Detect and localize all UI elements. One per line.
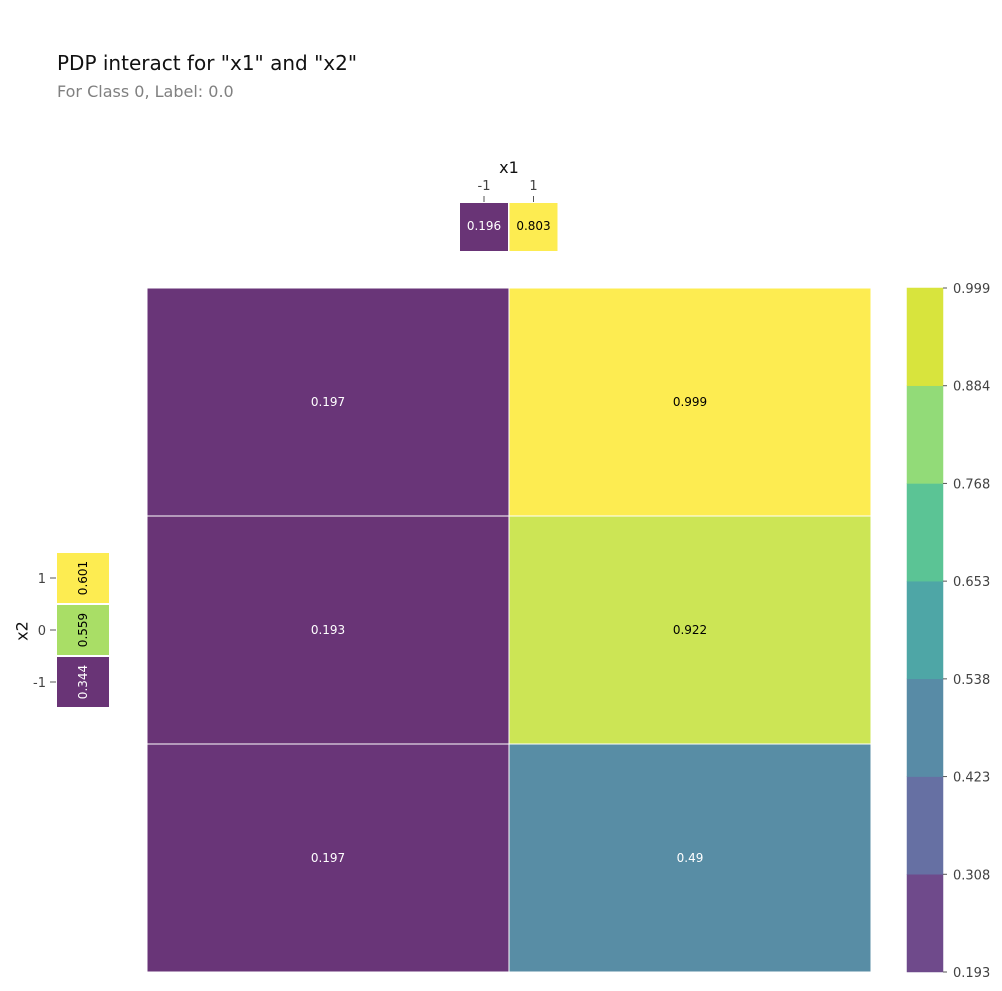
x1-marginal-label: 0.196 xyxy=(467,219,501,233)
colorbar-tick-label: 0.193 xyxy=(953,966,990,981)
x2-tick-label: -1 xyxy=(33,676,46,691)
colorbar-segment xyxy=(906,678,944,777)
x2-marginal-cell xyxy=(57,657,109,707)
x2-marginal-label: 0.344 xyxy=(76,665,90,699)
chart-title: PDP interact for "x1" and "x2" xyxy=(57,51,357,75)
x2-marginal-cell xyxy=(57,605,109,655)
x1-marginal-label: 0.803 xyxy=(516,219,550,233)
x1-marginal-plot: x1 0.196 -1 0.803 1 xyxy=(460,158,558,251)
heatmap-cell-1-1 xyxy=(508,515,872,745)
heatmap-cell-2-0 xyxy=(146,743,510,973)
heatmap-cell-0-1 xyxy=(508,287,872,517)
heatmap-cell-1-0 xyxy=(146,515,510,745)
heatmap-cell-label: 0.922 xyxy=(673,623,707,637)
colorbar-segment xyxy=(906,874,944,973)
chart-subtitle: For Class 0, Label: 0.0 xyxy=(57,82,234,101)
x2-axis-label: x2 xyxy=(13,621,32,641)
x2-marginal-cell xyxy=(57,553,109,603)
colorbar-tick-label: 0.768 xyxy=(953,477,990,492)
colorbar-segment xyxy=(906,385,944,484)
heatmap-cell-label: 0.49 xyxy=(677,851,704,865)
colorbar-tick-label: 0.999 xyxy=(953,282,990,297)
colorbar-tick-label: 0.538 xyxy=(953,673,990,688)
heatmap-cell-label: 0.197 xyxy=(311,395,345,409)
x2-tick-label: 1 xyxy=(38,572,46,587)
heatmap-cell-label: 0.197 xyxy=(311,851,345,865)
x1-tick-label: -1 xyxy=(478,179,491,194)
colorbar-tick-label: 0.423 xyxy=(953,771,990,786)
colorbar: 0.193 0.308 0.423 0.538 0.653 0.768 0.884 0.999 xyxy=(906,282,990,981)
x1-axis-label: x1 xyxy=(499,158,519,177)
x1-tick-label: 1 xyxy=(529,179,537,194)
interaction-heatmap: 0.197 0.999 0.193 0.922 0.197 0.49 xyxy=(146,287,872,973)
x2-marginal-label: 0.601 xyxy=(76,561,90,595)
colorbar-tick-label: 0.653 xyxy=(953,575,990,590)
colorbar-segment xyxy=(906,483,944,582)
x2-marginal-plot: x2 0.601 1 0.559 0 0.344 -1 xyxy=(13,553,109,707)
colorbar-segment xyxy=(906,287,944,386)
heatmap-cell-2-1 xyxy=(508,743,872,973)
colorbar-segment xyxy=(906,776,944,875)
x2-marginal-label: 0.559 xyxy=(76,613,90,647)
x2-tick-label: 0 xyxy=(38,624,46,639)
x1-marginal-cell xyxy=(509,203,558,251)
heatmap-cell-label: 0.999 xyxy=(673,395,707,409)
heatmap-cell-0-0 xyxy=(146,287,510,517)
heatmap-cell-label: 0.193 xyxy=(311,623,345,637)
colorbar-tick-label: 0.884 xyxy=(953,380,990,395)
colorbar-tick-label: 0.308 xyxy=(953,868,990,883)
colorbar-segment xyxy=(906,580,944,680)
x1-marginal-cell xyxy=(460,203,508,251)
